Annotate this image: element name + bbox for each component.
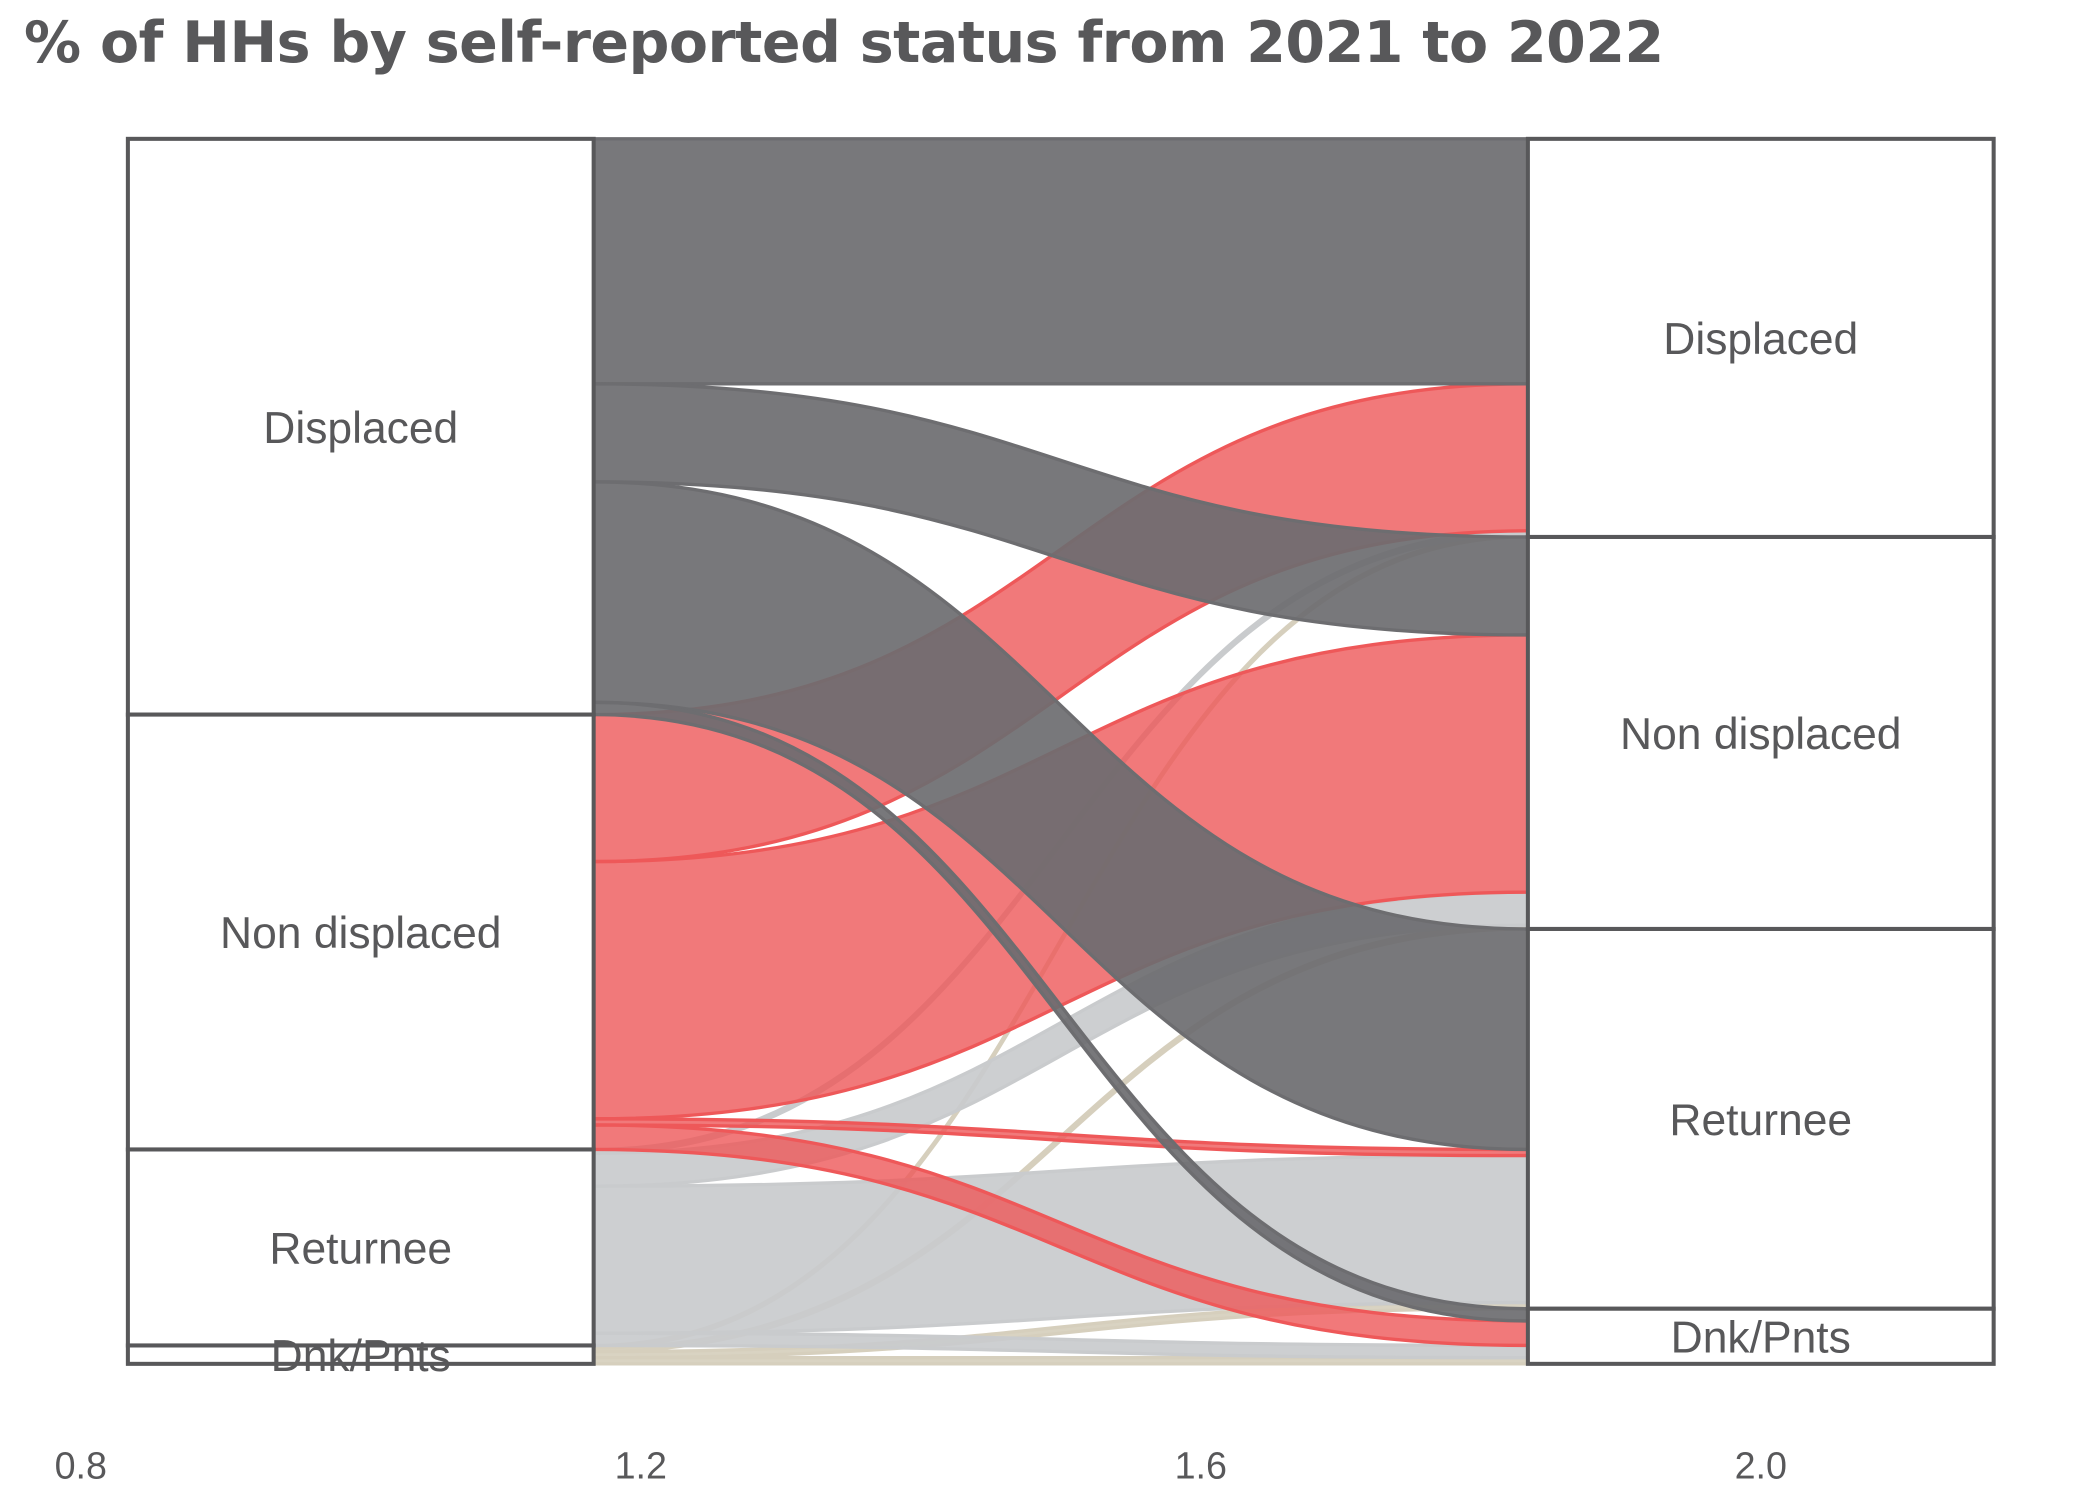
stratum-label: Non displaced	[220, 909, 501, 958]
stratum-1-returnee	[125, 1147, 596, 1348]
stratum-1-displaced	[125, 136, 596, 717]
x-tick-label: 1.2	[615, 1444, 667, 1486]
stratum-label: Displaced	[1663, 315, 1858, 364]
stratum-label: Returnee	[1669, 1096, 1852, 1145]
x-tick-label: 2.0	[1735, 1444, 1787, 1486]
strata-layer: Displaced Non displaced Returnee Dnk/Pnts Di…	[125, 136, 1996, 1381]
stratum-2-non-displaced	[1525, 534, 1996, 931]
x-tick-label: 1.6	[1175, 1444, 1227, 1486]
stratum-2-returnee	[1525, 926, 1996, 1311]
stratum-2-displaced	[1525, 136, 1996, 539]
stratum-label: Dnk/Pnts	[271, 1332, 451, 1381]
x-axis-ticks: 0.8 1.2 1.6 2.0	[55, 1444, 1787, 1486]
stratum-label: Dnk/Pnts	[1671, 1313, 1851, 1362]
stratum-1-dnk-pnts	[125, 1343, 596, 1366]
flows-layer	[591, 137, 1530, 1366]
stratum-2-dnk-pnts	[1525, 1306, 1996, 1366]
stratum-label: Returnee	[269, 1225, 452, 1274]
stratum-1-non-displaced	[125, 712, 596, 1152]
stratum-label: Non displaced	[1620, 710, 1901, 759]
flow-displaced-to-displaced	[591, 137, 1530, 386]
stratum-label: Displaced	[263, 404, 458, 453]
chart-title: % of HHs by self-reported status from 20…	[24, 10, 1664, 76]
x-tick-label: 0.8	[55, 1444, 107, 1486]
